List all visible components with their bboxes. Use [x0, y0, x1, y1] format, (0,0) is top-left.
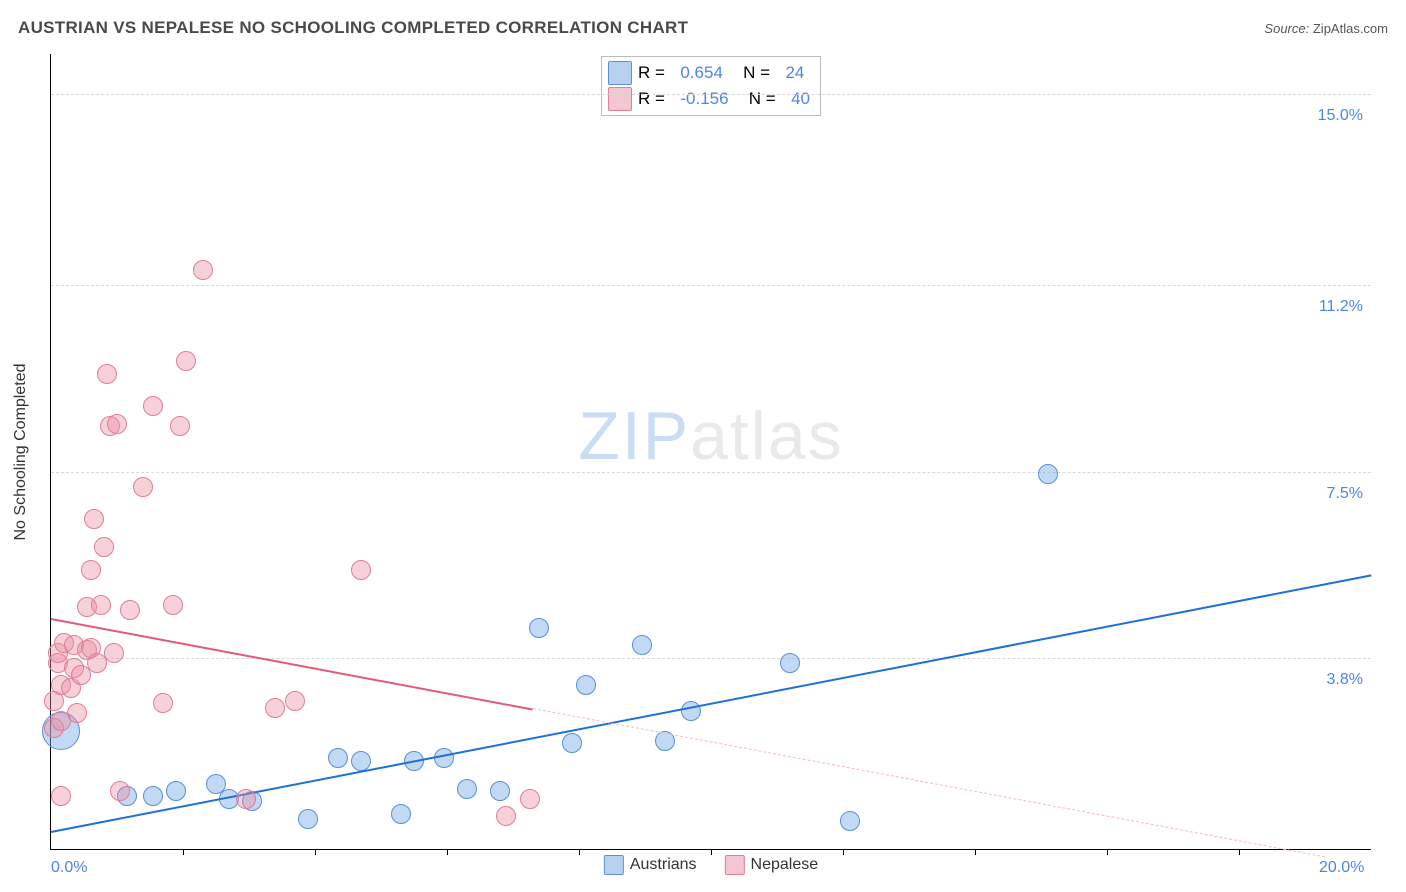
austrians-point [434, 748, 454, 768]
austrians-point [1038, 464, 1058, 484]
x-tick-label: 20.0% [1319, 859, 1364, 877]
austrians-point [351, 751, 371, 771]
nepalese-point [104, 643, 124, 663]
austrians-point [681, 701, 701, 721]
gridline [51, 285, 1371, 286]
austrians-point [298, 809, 318, 829]
austrians-point [632, 635, 652, 655]
nepalese-point [67, 703, 87, 723]
legend-bottom-item: Austrians [604, 855, 697, 875]
legend-bottom-item: Nepalese [725, 855, 819, 875]
legend-top-row: R = 0.654 N = 24 [608, 61, 810, 85]
austrians-point [490, 781, 510, 801]
series-legend: Austrians Nepalese [604, 855, 818, 875]
nepalese-point [176, 351, 196, 371]
x-tick [843, 849, 844, 855]
x-tick [1239, 849, 1240, 855]
source-value: ZipAtlas.com [1313, 21, 1388, 36]
x-tick [975, 849, 976, 855]
y-axis-title: No Schooling Completed [12, 363, 30, 540]
legend-swatch [608, 87, 632, 111]
austrians-point [143, 786, 163, 806]
gridline [51, 472, 1371, 473]
nepalese-point [81, 560, 101, 580]
nepalese-point [94, 537, 114, 557]
nepalese-point [265, 698, 285, 718]
legend-top-row: R = -0.156 N = 40 [608, 87, 810, 111]
nepalese-point [193, 260, 213, 280]
nepalese-point [51, 786, 71, 806]
x-tick [1107, 849, 1108, 855]
nepalese-point [143, 396, 163, 416]
legend-r-label: R = [638, 63, 674, 83]
nepalese-point [153, 693, 173, 713]
austrians-point [166, 781, 186, 801]
x-tick [183, 849, 184, 855]
nepalese-point [84, 509, 104, 529]
austrians-point [391, 804, 411, 824]
x-tick-label: 0.0% [51, 859, 87, 877]
gridline [51, 658, 1371, 659]
nepalese-point [107, 414, 127, 434]
source-label: Source: [1264, 21, 1309, 36]
austrians-point [562, 733, 582, 753]
legend-n-label: N = [729, 63, 780, 83]
x-tick [579, 849, 580, 855]
legend-swatch [604, 855, 624, 875]
x-tick [711, 849, 712, 855]
y-tick-label: 3.8% [1327, 671, 1363, 689]
nepalese-point [285, 691, 305, 711]
nepalese-point [71, 665, 91, 685]
y-tick-label: 11.2% [1319, 298, 1363, 316]
legend-r-value: 0.654 [680, 63, 723, 83]
nepalese-point [236, 789, 256, 809]
austrians-point [529, 618, 549, 638]
legend-n-value: 40 [791, 89, 810, 109]
nepalese-trendline-extrapolated [533, 708, 1325, 857]
nepalese-point [110, 781, 130, 801]
correlation-legend: R = 0.654 N = 24R = -0.156 N = 40 [601, 56, 821, 116]
x-tick [315, 849, 316, 855]
chart-header: AUSTRIAN VS NEPALESE NO SCHOOLING COMPLE… [18, 18, 1388, 38]
austrians-point [840, 811, 860, 831]
austrians-point [328, 748, 348, 768]
nepalese-point [496, 806, 516, 826]
legend-series-label: Austrians [630, 856, 697, 874]
legend-swatch [725, 855, 745, 875]
chart-title: AUSTRIAN VS NEPALESE NO SCHOOLING COMPLE… [18, 18, 688, 38]
nepalese-point [91, 595, 111, 615]
nepalese-point [520, 789, 540, 809]
austrians-point [780, 653, 800, 673]
nepalese-point [351, 560, 371, 580]
legend-series-label: Nepalese [751, 856, 819, 874]
nepalese-point [170, 416, 190, 436]
scatter-plot: No Schooling Completed ZIPatlas R = 0.65… [50, 54, 1371, 850]
watermark-atlas: atlas [690, 398, 844, 474]
source-attribution: Source: ZipAtlas.com [1264, 21, 1388, 36]
legend-n-label: N = [735, 89, 786, 109]
watermark-zip: ZIP [578, 398, 690, 474]
nepalese-point [120, 600, 140, 620]
nepalese-point [133, 477, 153, 497]
gridline [51, 94, 1371, 95]
nepalese-point [97, 364, 117, 384]
legend-r-value: -0.156 [680, 89, 728, 109]
y-tick-label: 15.0% [1318, 107, 1363, 125]
austrians-point [576, 675, 596, 695]
y-tick-label: 7.5% [1327, 485, 1363, 503]
x-tick [447, 849, 448, 855]
legend-swatch [608, 61, 632, 85]
nepalese-point [163, 595, 183, 615]
austrians-point [457, 779, 477, 799]
legend-r-label: R = [638, 89, 674, 109]
legend-n-value: 24 [785, 63, 804, 83]
watermark: ZIPatlas [578, 397, 843, 475]
